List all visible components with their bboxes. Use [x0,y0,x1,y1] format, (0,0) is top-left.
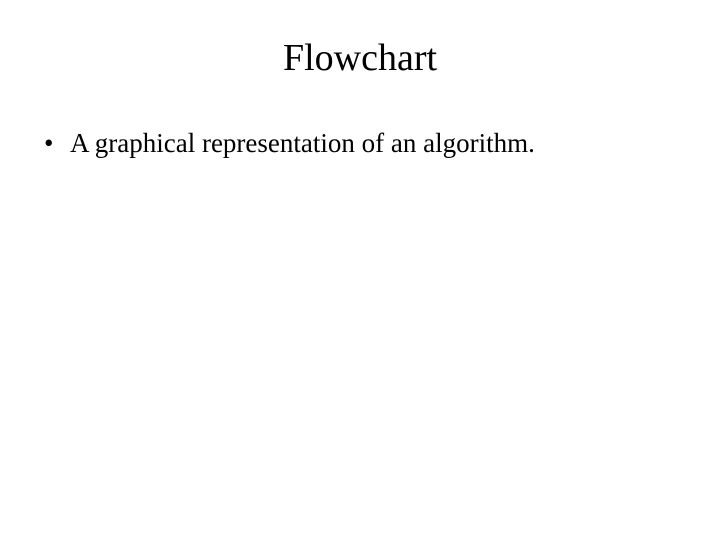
bullet-list: A graphical representation of an algorit… [0,126,720,161]
bullet-item: A graphical representation of an algorit… [44,126,720,161]
slide-container: Flowchart A graphical representation of … [0,0,720,540]
slide-title: Flowchart [0,36,720,80]
